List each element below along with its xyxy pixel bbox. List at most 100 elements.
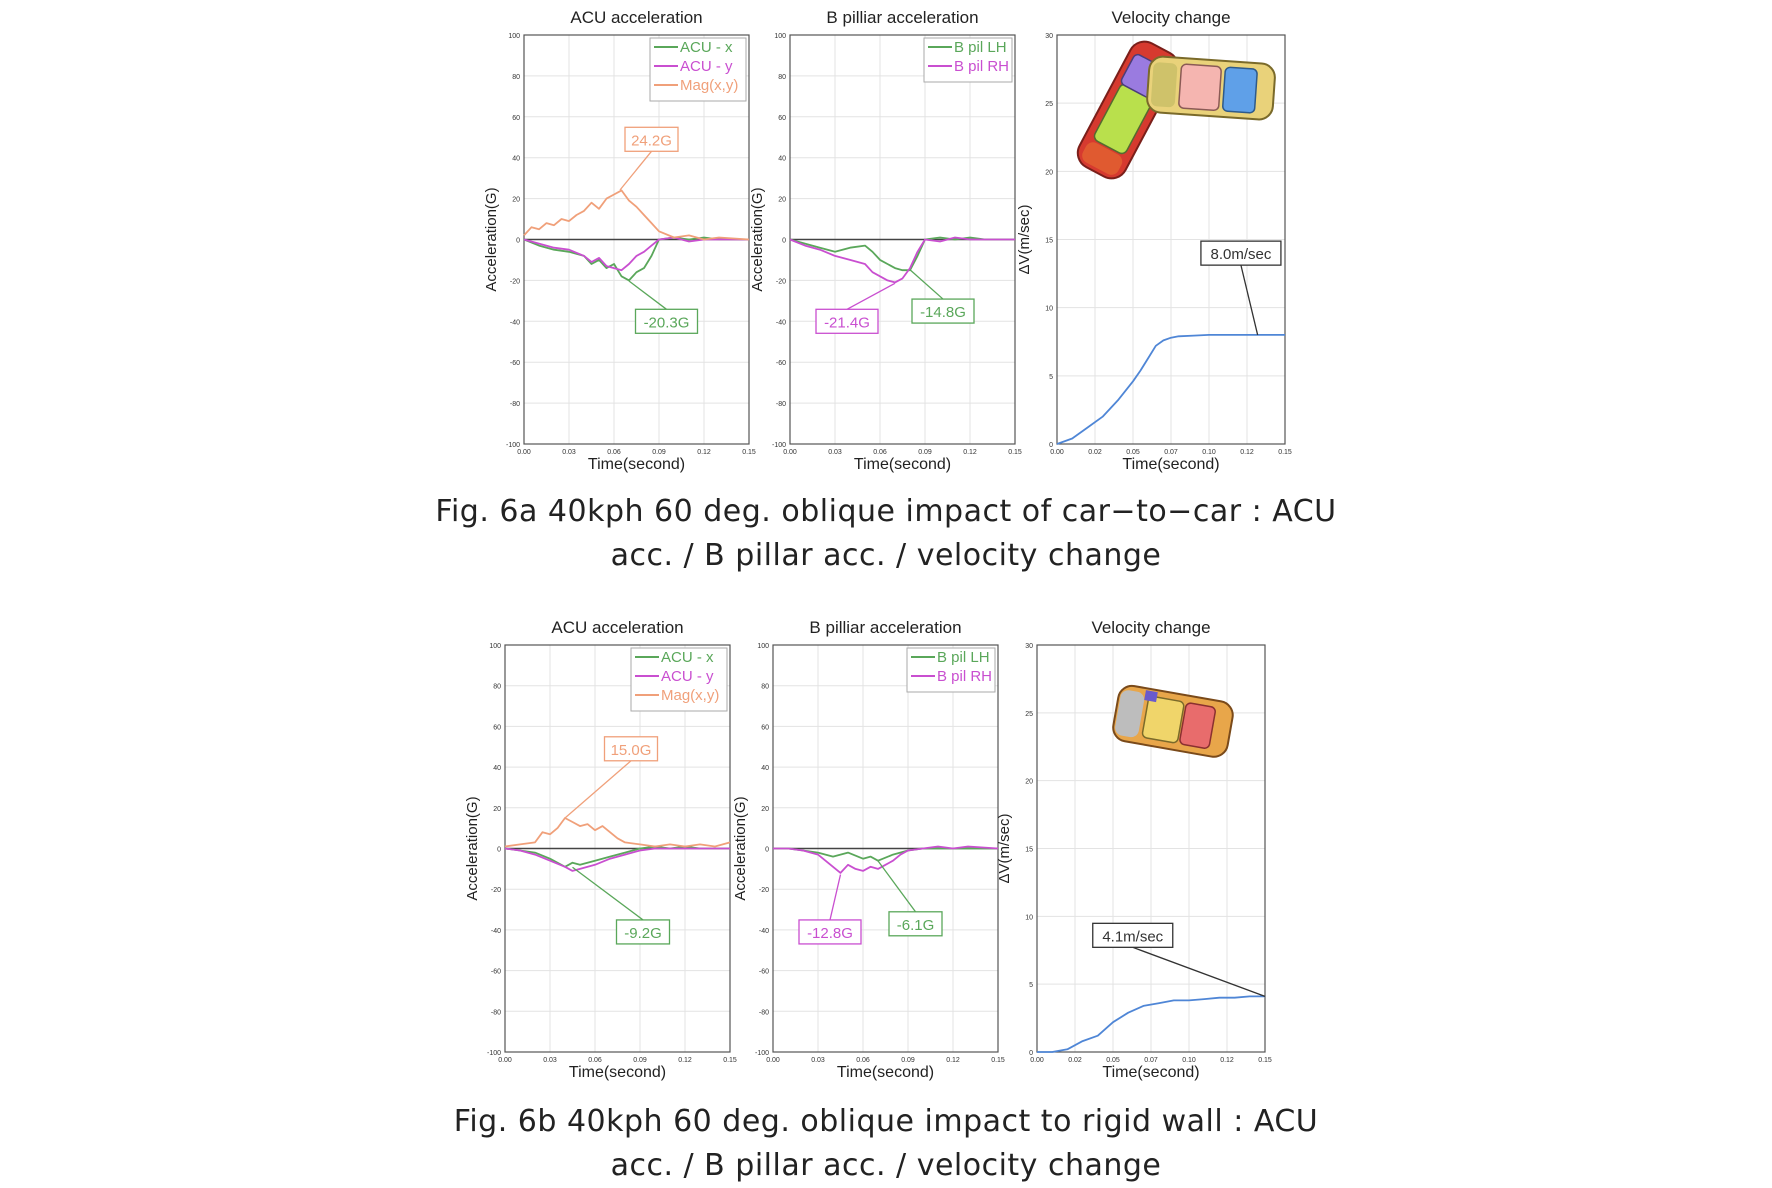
x-tick-label: 0.03 [543,1057,557,1064]
legend-entry: ACU - y [680,58,733,75]
legend-entry: B pil LH [954,39,1007,56]
legend-entry: Mag(x,y) [680,77,738,94]
y-tick-label: -20 [510,278,520,285]
x-tick-label: 0.06 [873,449,887,456]
y-tick-label: -60 [776,360,786,367]
annotation-leader [628,280,667,310]
y-tick-label: -40 [776,319,786,326]
legend-entry: ACU - y [661,668,714,685]
x-tick-label: 0.05 [1126,449,1140,456]
y-tick-label: -60 [510,360,520,367]
annotation-label: -12.8G [807,925,853,942]
y-tick-label: 20 [778,197,786,204]
y-tick-label: 0 [782,238,786,245]
y-tick-label: -20 [759,887,769,894]
chart-title: B pilliar acceleration [809,618,961,637]
x-axis-label: Time(second) [1102,1064,1199,1081]
legend-entry: Mag(x,y) [661,687,719,704]
x-tick-label: 0.15 [1008,449,1022,456]
annotation-box [615,919,671,945]
x-tick-label: 0.15 [723,1057,737,1064]
x-tick-label: 0.09 [652,449,666,456]
x-tick-label: 0.12 [1220,1057,1234,1064]
y-tick-label: 15 [1045,238,1053,245]
chart-a-bp: -100 -80 -60 -40 -20 0 20 40 60 80 100 0.00 0.03 0.06… [749,8,1022,473]
y-tick-label: 60 [778,115,786,122]
series-line [504,845,730,868]
y-tick-label: -40 [510,319,520,326]
y-tick-label: -40 [759,928,769,935]
chart-b-acu: -100 -80 -60 -40 -20 0 20 40 60 80 100 0.00 0.03 0.06… [464,618,737,1081]
y-tick-label: -100 [506,442,520,449]
y-tick-label: 80 [778,74,786,81]
x-tick-label: 0.09 [901,1057,915,1064]
y-tick-label: 40 [512,156,520,163]
y-tick-label: 20 [1045,169,1053,176]
x-tick-label: 0.15 [1278,449,1292,456]
y-tick-label: 25 [1045,101,1053,108]
legend-entry: B pil RH [954,58,1009,75]
x-tick-label: 0.09 [633,1057,647,1064]
annotation-leader [846,282,896,310]
y-axis-label: ΔV(m/sec) [1016,204,1033,274]
y-tick-label: 40 [778,156,786,163]
annotation-label: -6.1G [897,917,935,934]
y-tick-label: 30 [1045,33,1053,40]
y-tick-label: 100 [774,33,786,40]
x-axis-label: Time(second) [1122,456,1219,473]
series-line [789,236,1015,272]
y-tick-label: 100 [489,643,501,650]
annotation-box [911,298,975,324]
y-tick-label: -100 [487,1050,501,1057]
x-tick-label: 0.10 [1202,449,1216,456]
y-tick-label: 40 [761,765,769,772]
x-tick-label: 0.06 [856,1057,870,1064]
x-tick-label: 0.12 [946,1057,960,1064]
y-tick-label: 80 [493,684,501,691]
y-tick-label: -80 [491,1009,501,1016]
y-axis-label: Acceleration(G) [464,796,481,900]
annotation-label: 8.0m/sec [1210,246,1271,263]
car-wall-illustration-b [1112,684,1234,758]
y-tick-label: -80 [510,401,520,408]
series-line [523,236,749,272]
y-tick-label: 10 [1045,306,1053,313]
annotation-box [888,911,943,937]
x-axis-label: Time(second) [837,1064,934,1081]
annotation-leader [877,860,917,913]
annotation-box [1200,240,1282,266]
y-tick-label: 0 [516,238,520,245]
legend-entry: ACU - x [680,39,733,56]
annotation-box [1092,922,1174,948]
y-axis-label: Acceleration(G) [483,187,500,291]
y-tick-label: 100 [757,643,769,650]
series-line [523,189,750,241]
annotation-leader [619,150,653,191]
series-line [773,847,998,862]
annotation-leader [1132,946,1266,997]
x-tick-label: 0.00 [783,449,797,456]
y-axis-label: Acceleration(G) [749,187,766,291]
figure-b-caption: Fig. 6b 40kph 60 deg. oblique impact to … [386,1100,1386,1188]
x-tick-label: 0.02 [1088,449,1102,456]
x-tick-label: 0.00 [766,1057,780,1064]
chart-b-vel: 0 5 10 15 20 25 30 0.00 0.02 0.05 0.07 0.10 0.12 0.15… [996,618,1272,1081]
y-tick-label: 20 [493,806,501,813]
x-tick-label: 0.07 [1144,1057,1158,1064]
plot-frame [1036,644,1266,1053]
x-tick-label: 0.03 [828,449,842,456]
y-tick-label: -60 [759,969,769,976]
y-tick-label: 30 [1025,643,1033,650]
annotation-label: 15.0G [611,742,652,759]
x-tick-label: 0.15 [1258,1057,1272,1064]
figure-b-caption-line1: Fig. 6b 40kph 60 deg. oblique impact to … [453,1104,1319,1139]
series-line [504,817,731,848]
car-crash-illustration-a [1076,40,1180,180]
y-tick-label: -80 [759,1009,769,1016]
x-axis-label: Time(second) [854,456,951,473]
y-tick-label: 10 [1025,914,1033,921]
figure-a-caption: Fig. 6a 40kph 60 deg. oblique impact of … [386,490,1386,578]
x-tick-label: 0.06 [607,449,621,456]
y-tick-label: 20 [761,806,769,813]
